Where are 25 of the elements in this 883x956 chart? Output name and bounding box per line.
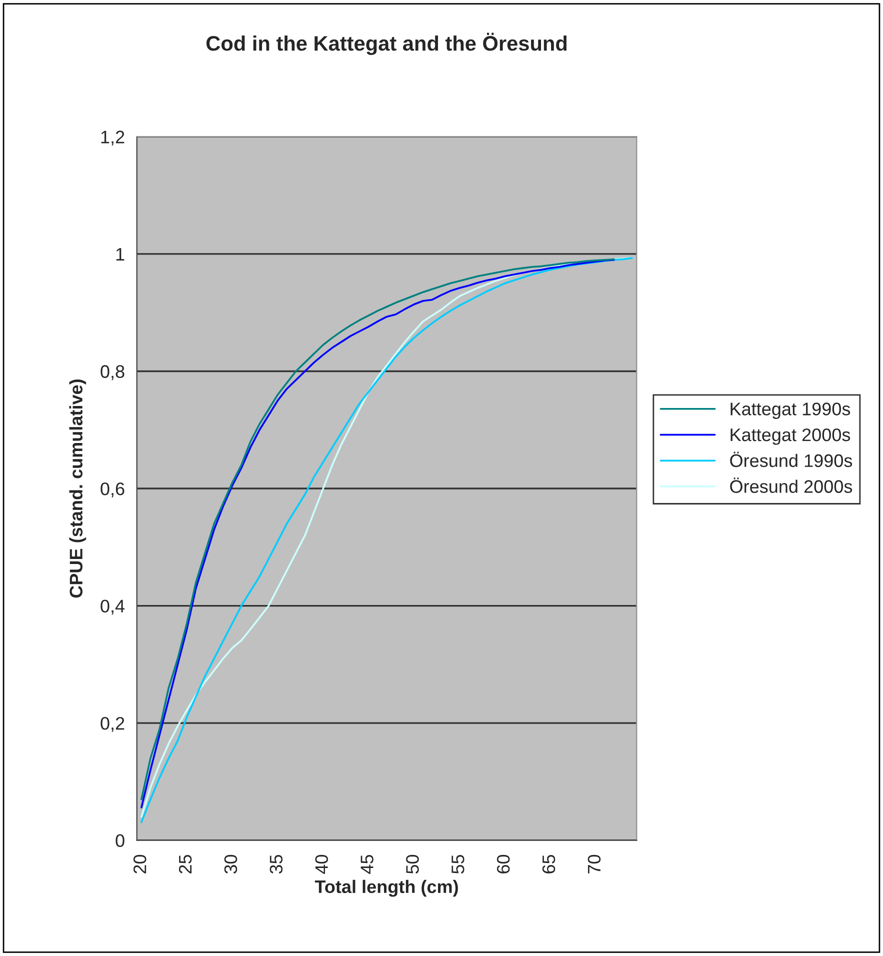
x-tick-label: 20: [133, 854, 146, 874]
legend-label: Kattegat 1990s: [730, 402, 850, 419]
y-tick-label: 1: [116, 248, 124, 261]
legend-label: Kattegat 2000s: [730, 428, 850, 445]
chart-title: Cod in the Kattegat and the Öresund: [206, 32, 567, 56]
legend-label: Öresund 2000s: [730, 478, 852, 493]
x-tick-label: 45: [360, 854, 374, 874]
x-tick-label: 65: [542, 854, 556, 874]
x-tick-label: 25: [178, 854, 192, 874]
x-tick-label: 55: [452, 854, 464, 874]
x-tick-label: 40: [315, 854, 328, 874]
y-tick-label: 0: [116, 834, 124, 848]
x-tick-label: 35: [270, 854, 283, 874]
x-axis-title: Total length (cm): [314, 880, 458, 897]
y-tick-label: 0,2: [100, 716, 124, 732]
y-tick-label: 1,2: [101, 130, 124, 146]
y-tick-label: 0,4: [100, 600, 125, 615]
y-tick-label: 0,6: [100, 482, 124, 498]
x-tick-label: 50: [406, 854, 419, 874]
x-tick-label: 60: [496, 854, 510, 874]
y-tick-label: 0,8: [100, 365, 124, 380]
y-axis-title: CPUE (stand. cumulative): [69, 380, 86, 598]
x-tick-label: 30: [224, 854, 238, 874]
legend-label: Öresund 1990s: [730, 452, 852, 468]
x-tick-label: 70: [588, 854, 601, 874]
